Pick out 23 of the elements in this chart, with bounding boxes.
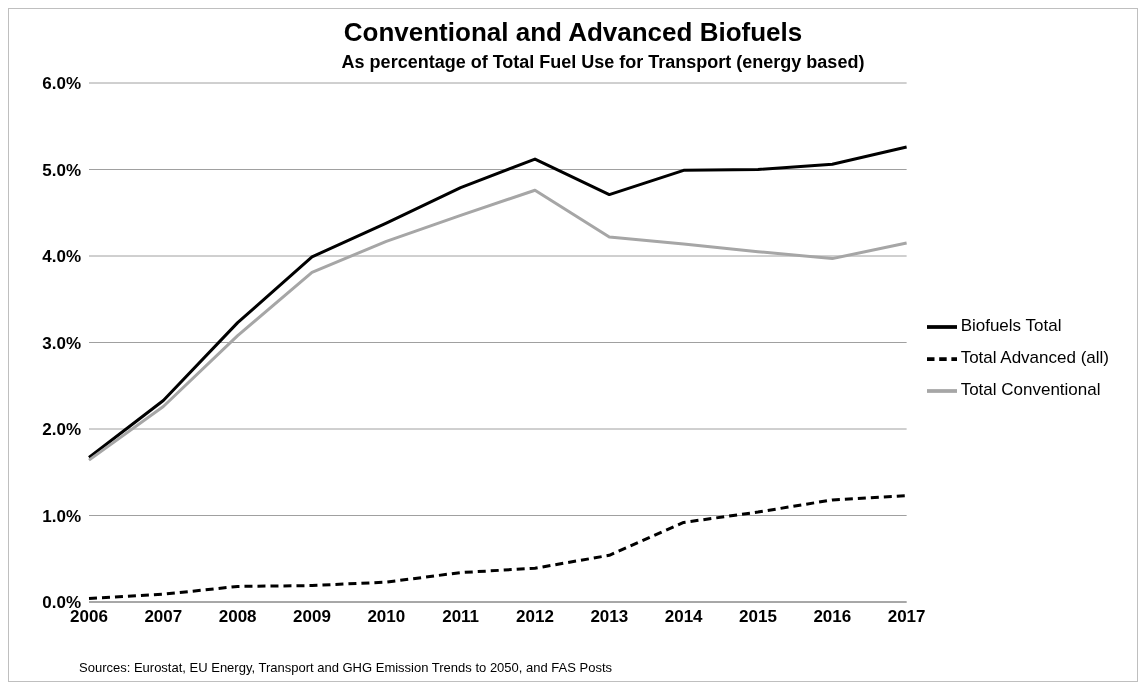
chart-subtitle: As percentage of Total Fuel Use for Transport (energy based) (340, 52, 866, 73)
x-tick-label: 2007 (144, 607, 183, 627)
x-tick-label: 2012 (516, 607, 554, 627)
legend-label: Total Conventional (960, 380, 1101, 399)
y-tick-label: 6.0% (42, 74, 81, 94)
y-tick-label: 5.0% (42, 160, 81, 180)
x-tick-label: 2009 (293, 607, 331, 627)
x-tick-label: 2014 (664, 607, 704, 627)
x-tick-label: 2011 (442, 607, 480, 627)
legend-label: Total Advanced (all) (960, 348, 1109, 367)
x-tick-label: 2013 (590, 607, 629, 627)
x-tick-label: 2008 (218, 607, 257, 627)
y-tick-label: 1.0% (42, 506, 81, 526)
legend-label: Biofuels Total (960, 316, 1062, 335)
y-tick-label: 3.0% (42, 333, 81, 353)
source-note: Sources: Eurostat, EU Energy, Transport and GHG Emission Trends to 2050, and FAS Posts (79, 660, 613, 675)
y-tick-label: 2.0% (42, 420, 81, 440)
chart-title: Conventional and Advanced Biofuels (342, 16, 804, 48)
x-tick-label: 2017 (887, 607, 926, 627)
x-tick-label: 2015 (739, 607, 777, 627)
y-tick-label: 4.0% (42, 247, 81, 267)
x-tick-label: 2016 (813, 607, 852, 627)
x-tick-label: 2010 (367, 607, 406, 627)
